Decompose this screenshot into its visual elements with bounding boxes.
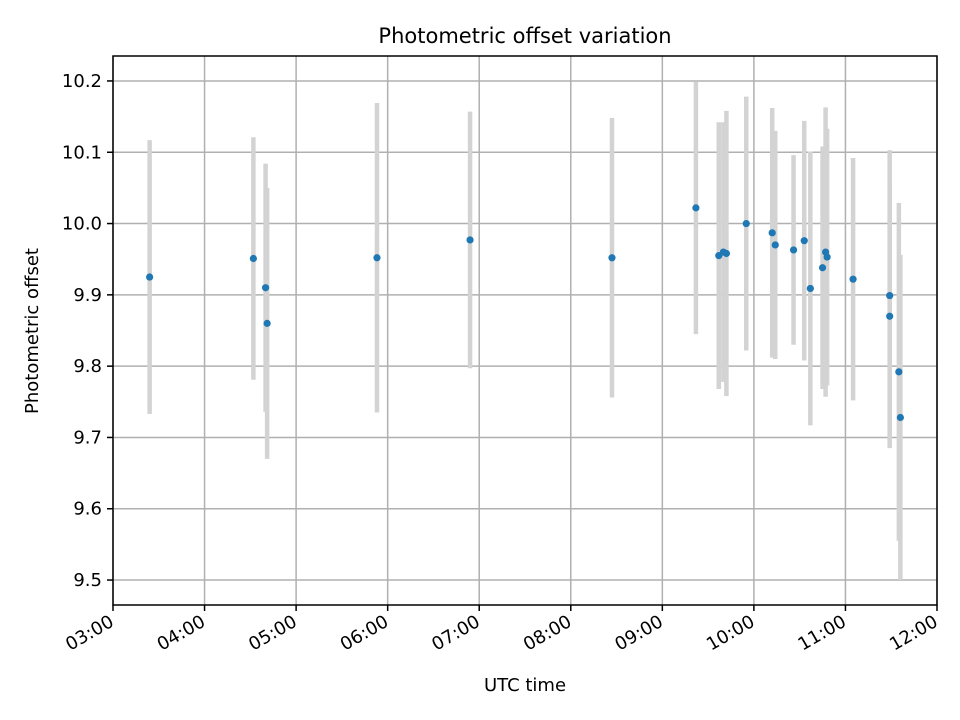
y-tick-label: 9.9 [73, 285, 102, 306]
x-tick-label: 10:00 [703, 611, 758, 655]
data-point [806, 284, 814, 293]
y-tick-label: 9.6 [73, 499, 102, 520]
data-point [789, 246, 798, 254]
data-point [373, 254, 381, 262]
data-point [608, 254, 616, 262]
data-point [692, 204, 700, 212]
point-layer [146, 204, 904, 422]
data-point [895, 368, 903, 376]
y-tick-label: 9.8 [73, 356, 102, 377]
data-point [818, 264, 827, 272]
data-point [263, 319, 271, 327]
data-point [886, 291, 894, 300]
data-point [249, 254, 257, 263]
x-axis-title: UTC time [484, 675, 566, 696]
y-tick-label: 10.0 [62, 214, 102, 235]
x-tick-label: 05:00 [245, 611, 300, 655]
data-point [466, 236, 474, 244]
data-point [768, 229, 776, 237]
x-tick-label: 09:00 [611, 611, 666, 655]
data-point [896, 413, 904, 422]
x-axis-ticks: 03:00 04:00 05:00 06:00 07:00 08:00 09:00 10:00… [62, 605, 942, 655]
errorbar-layer [147, 81, 903, 581]
data-point [722, 249, 731, 258]
grid-layer [112, 56, 938, 605]
plot-frame [112, 55, 938, 606]
y-tick-label: 10.1 [62, 142, 102, 163]
x-tick-label: 12:00 [886, 611, 941, 655]
y-axis-ticks: 9.5 9.6 9.7 9.8 9.9 10.0 10.1 10.2 [62, 71, 113, 591]
y-tick-label: 10.2 [62, 71, 102, 92]
x-tick-label: 06:00 [337, 611, 392, 655]
data-point [800, 237, 808, 245]
data-point [771, 241, 779, 249]
data-point [742, 219, 750, 228]
y-axis-title: Photometric offset [22, 248, 43, 414]
chart-title: Photometric offset variation [378, 24, 671, 48]
x-tick-label: 07:00 [428, 611, 483, 655]
data-point [261, 284, 270, 292]
data-point [823, 253, 831, 261]
x-tick-label: 11:00 [795, 611, 850, 655]
x-tick-label: 04:00 [154, 611, 209, 655]
x-tick-label: 03:00 [62, 611, 117, 655]
x-tick-label: 08:00 [520, 611, 575, 655]
y-tick-label: 9.7 [73, 427, 102, 448]
data-point [146, 273, 154, 281]
data-point [886, 312, 894, 320]
data-point [849, 275, 857, 283]
y-tick-label: 9.5 [73, 570, 102, 591]
